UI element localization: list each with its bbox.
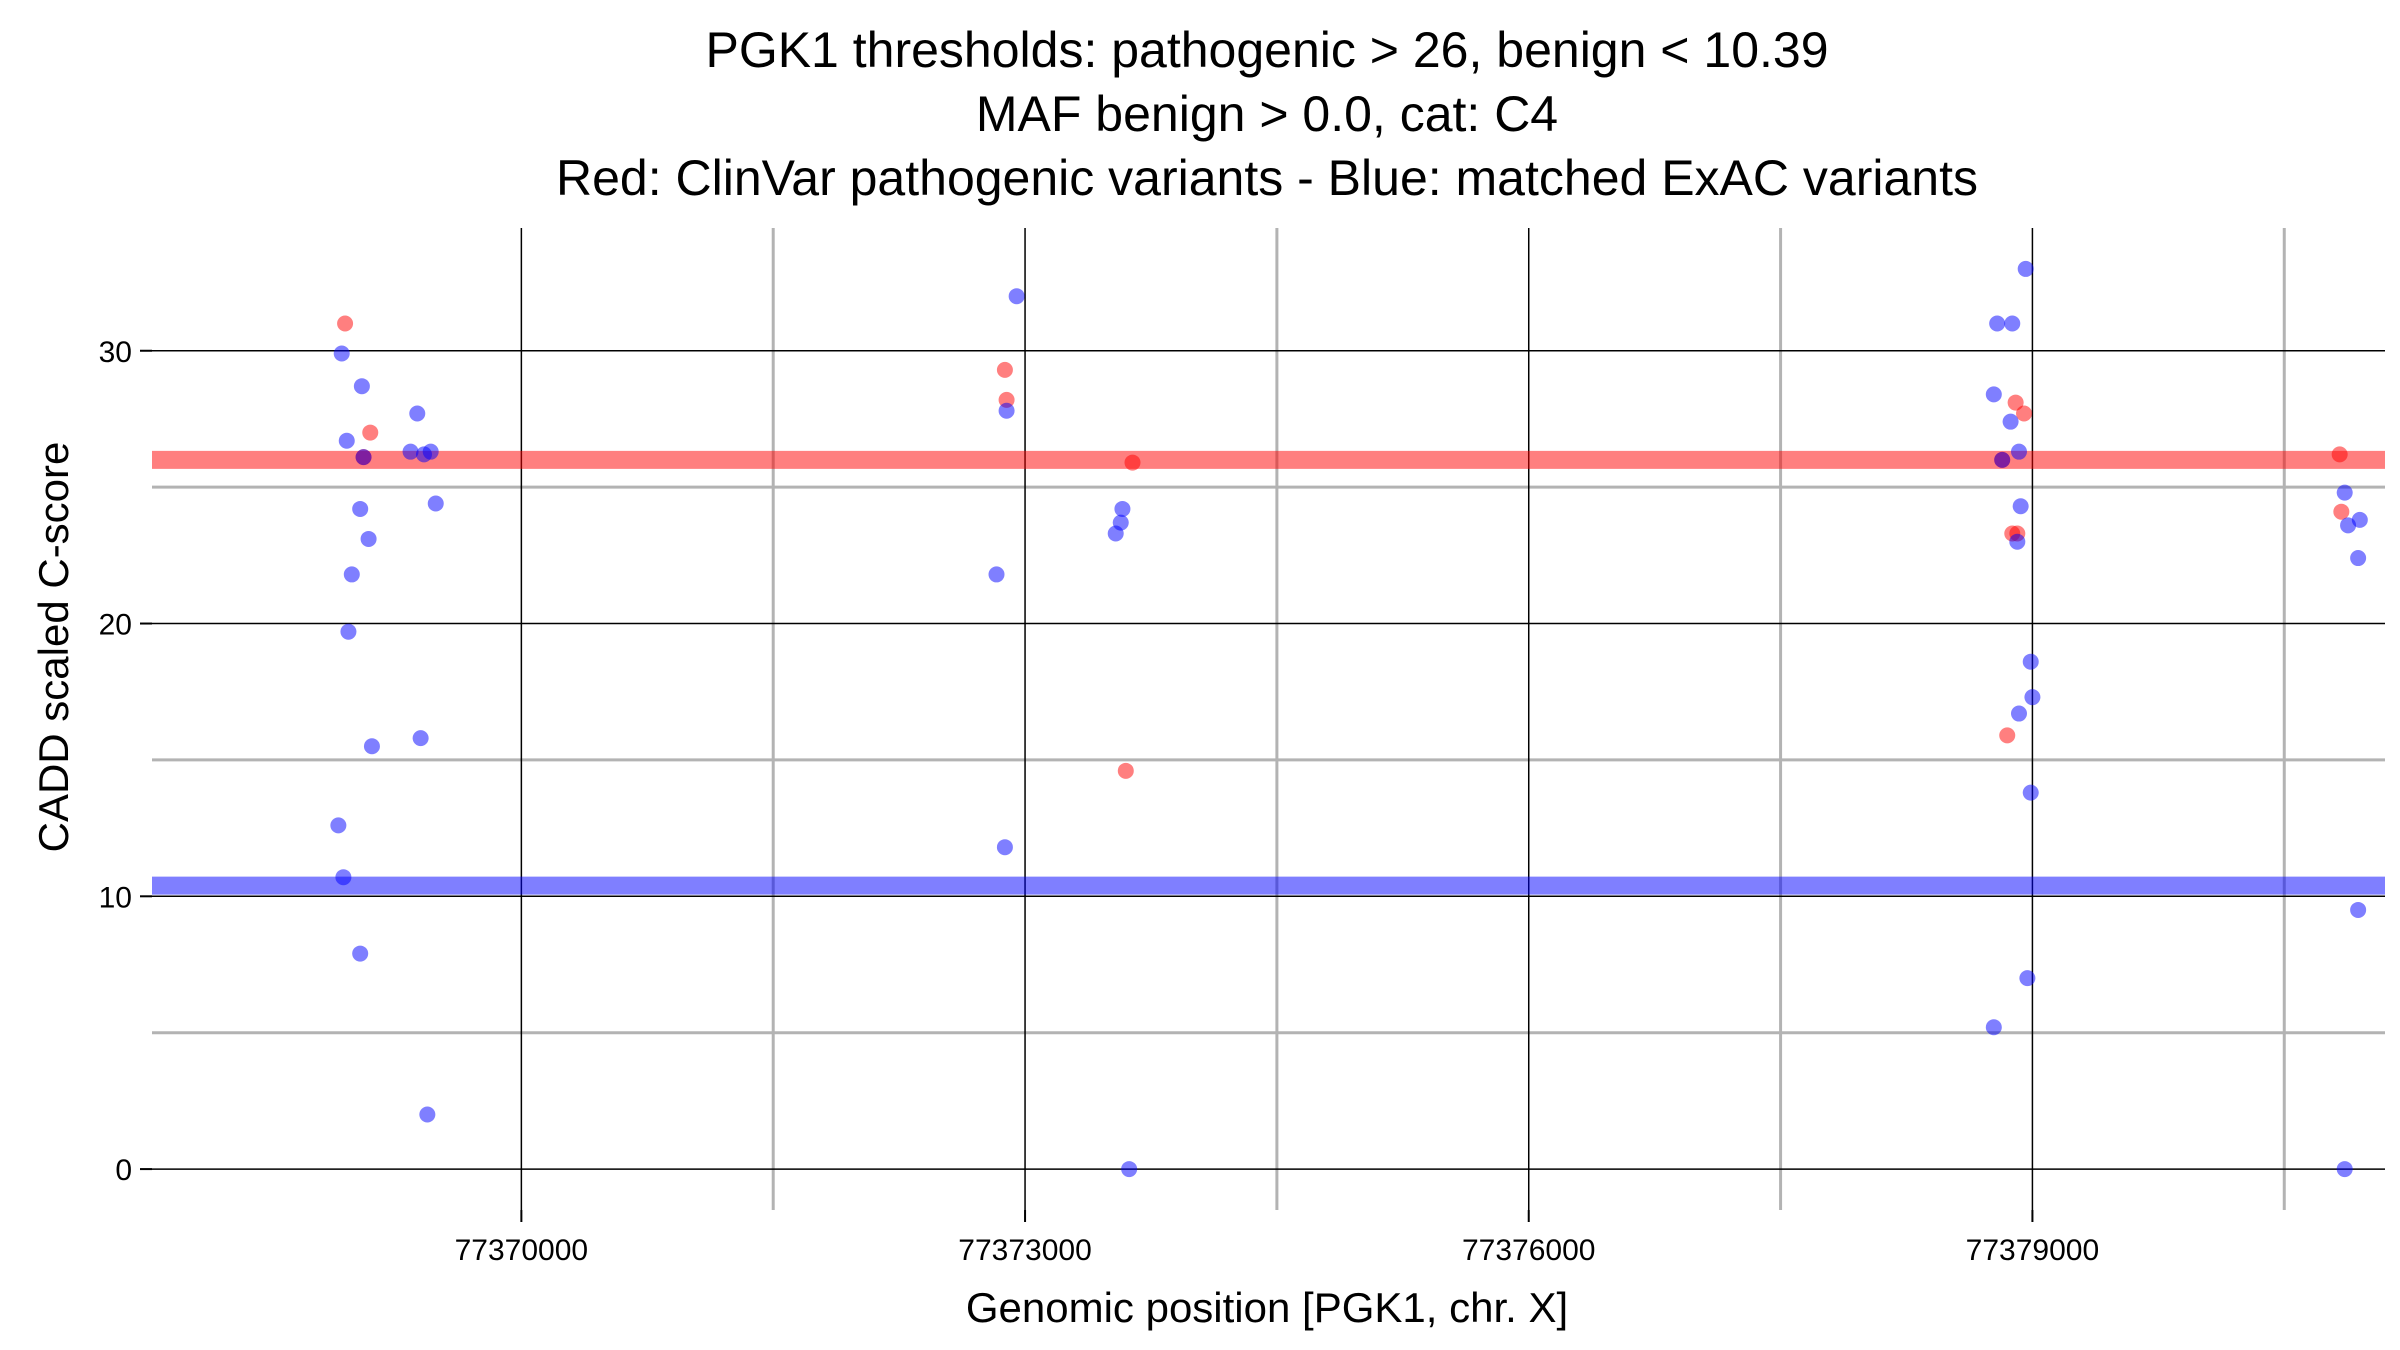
exac-point bbox=[1985, 386, 2002, 403]
exac-point bbox=[427, 495, 444, 512]
y-tick-label: 10 bbox=[99, 881, 132, 914]
x-tick-label: 77379000 bbox=[1966, 1234, 2099, 1267]
clinvar-point bbox=[1999, 727, 2016, 744]
y-tick-label: 20 bbox=[99, 609, 132, 642]
exac-point bbox=[2022, 784, 2039, 801]
x-tick-label: 77370000 bbox=[455, 1234, 588, 1267]
exac-point bbox=[2350, 550, 2367, 567]
exac-point bbox=[2017, 260, 2034, 277]
axis-tick-labels: 77370000 77373000 77376000 77379000 0 10 20 30 bbox=[99, 336, 2100, 1267]
exac-point bbox=[2012, 498, 2029, 515]
exac-point bbox=[419, 1106, 436, 1123]
clinvar-point bbox=[1117, 762, 1134, 779]
exac-point bbox=[2022, 653, 2039, 670]
exac-point bbox=[338, 432, 355, 449]
clinvar-point bbox=[1124, 454, 1141, 471]
clinvar-point bbox=[337, 315, 354, 332]
exac-point bbox=[363, 738, 380, 755]
clinvar-point bbox=[996, 361, 1013, 378]
y-axis-title: CADD scaled C-score bbox=[30, 442, 77, 853]
exac-point bbox=[2009, 533, 2026, 550]
exac-point bbox=[352, 945, 369, 962]
chart-title: PGK1 thresholds: pathogenic > 26, benign… bbox=[556, 22, 1978, 206]
title-line-1: PGK1 thresholds: pathogenic > 26, benign… bbox=[705, 22, 1828, 78]
x-tick-label: 77373000 bbox=[958, 1234, 1091, 1267]
exac-point bbox=[333, 345, 350, 362]
x-axis-title: Genomic position [PGK1, chr. X] bbox=[966, 1284, 1568, 1331]
y-tick-label: 0 bbox=[115, 1154, 132, 1187]
exac-point bbox=[353, 378, 370, 395]
exac-point bbox=[1008, 288, 1025, 305]
x-tick-label: 77376000 bbox=[1462, 1234, 1595, 1267]
exac-point bbox=[2351, 511, 2368, 528]
title-line-3: Red: ClinVar pathogenic variants - Blue:… bbox=[556, 150, 1978, 206]
exac-point bbox=[1994, 451, 2011, 468]
exac-point bbox=[1107, 525, 1124, 542]
exac-point bbox=[355, 449, 372, 466]
exac-point bbox=[1121, 1161, 1138, 1178]
y-tick-label: 30 bbox=[99, 336, 132, 369]
clinvar-point bbox=[2333, 503, 2350, 520]
clinvar-point bbox=[2331, 446, 2348, 463]
exac-point bbox=[1989, 315, 2006, 332]
exac-point bbox=[996, 839, 1013, 856]
exac-point bbox=[2004, 315, 2021, 332]
exac-point bbox=[2019, 970, 2036, 987]
exac-point bbox=[340, 623, 357, 640]
exac-point bbox=[360, 530, 377, 547]
exac-point bbox=[2010, 705, 2027, 722]
exac-point bbox=[2336, 1161, 2353, 1178]
exac-point bbox=[352, 500, 369, 517]
exac-point bbox=[2010, 443, 2027, 460]
exac-point bbox=[330, 817, 347, 834]
minor-grid bbox=[152, 228, 2385, 1210]
exac-point bbox=[2024, 689, 2041, 706]
axis-ticks bbox=[140, 349, 2034, 1222]
exac-point bbox=[343, 566, 360, 583]
exac-point bbox=[2336, 484, 2353, 501]
clinvar-point bbox=[362, 424, 379, 441]
exac-point bbox=[402, 443, 419, 460]
exac-point bbox=[2002, 413, 2019, 430]
exac-point bbox=[412, 730, 429, 747]
exac-point bbox=[1114, 500, 1131, 517]
exac-point bbox=[998, 402, 1015, 419]
clinvar-point bbox=[2016, 405, 2033, 422]
exac-point bbox=[409, 405, 426, 422]
title-line-2: MAF benign > 0.0, cat: C4 bbox=[976, 86, 1558, 142]
major-grid bbox=[152, 228, 2385, 1210]
exac-point bbox=[1985, 1019, 2002, 1036]
threshold-lines bbox=[152, 450, 2385, 895]
exac-point bbox=[2350, 901, 2367, 918]
exac-point bbox=[422, 443, 439, 460]
data-points bbox=[330, 260, 2368, 1178]
clinvar-point bbox=[2007, 394, 2024, 411]
exac-point bbox=[335, 869, 352, 886]
exac-point bbox=[988, 566, 1005, 583]
